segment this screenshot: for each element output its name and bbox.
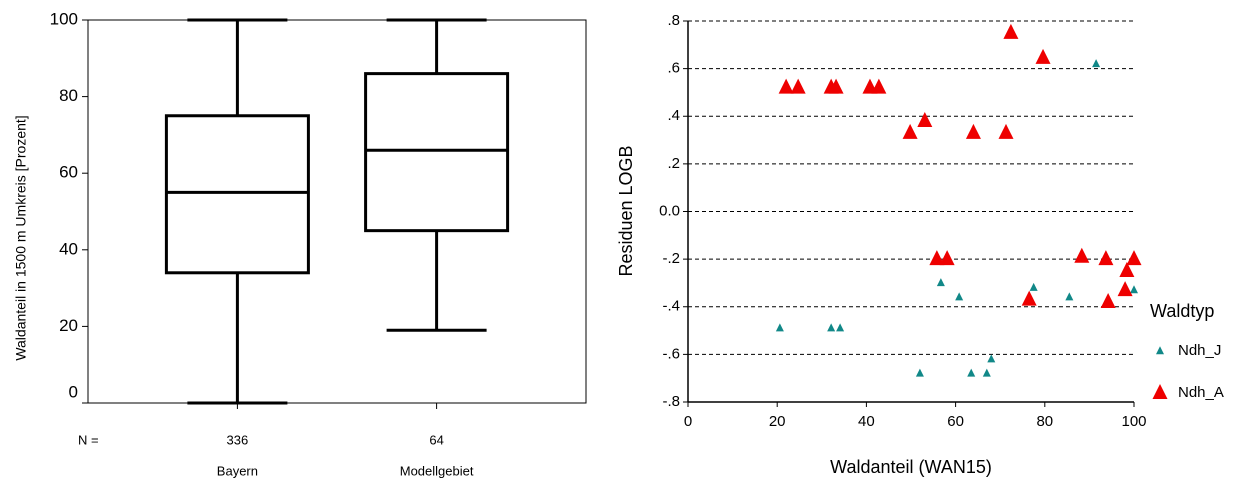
point [982,368,991,377]
point [915,368,924,377]
point [1092,59,1101,68]
point [1119,262,1135,278]
legend-label: Ndh_A [1178,384,1224,401]
point [1117,281,1133,297]
box [364,72,510,233]
point [778,78,794,94]
y-tick-label: -.2 [662,250,680,267]
legend-label: Ndh_J [1178,342,1221,359]
count-label: 336 [227,432,249,447]
point [902,123,918,139]
point [775,323,784,332]
y-tick-label: 100 [50,9,78,28]
x-axis-label: Waldanteil (WAN15) [830,457,992,477]
box [164,114,310,275]
y-tick-label: 80 [59,86,78,105]
point [965,123,981,139]
point [936,278,945,287]
point [929,250,945,266]
category-label: Bayern [217,463,258,478]
point [1130,285,1138,294]
y-tick-label: 20 [59,316,78,335]
point [836,323,845,332]
y-tick-label: 0.0 [659,202,680,219]
y-tick-label: -.4 [662,298,680,315]
y-axis-label: Waldanteil in 1500 m Umkreis [Prozent] [13,115,29,360]
point [998,123,1014,139]
point [1126,250,1142,266]
point [955,292,964,301]
plot-frame [87,19,587,404]
x-tick-label: 60 [947,413,964,430]
y-tick-label: .6 [667,60,680,77]
point [1100,292,1116,308]
point [917,112,933,128]
point [1029,282,1038,291]
y-tick-label: -.6 [662,345,680,362]
point [1098,250,1114,266]
point [987,354,996,363]
count-label: 64 [429,432,443,447]
x-tick-label: 40 [858,413,875,430]
y-tick-label: .4 [667,107,680,124]
y-tick-label: .8 [667,12,680,29]
y-tick-label: -.8 [662,393,680,410]
y-tick-label: 40 [59,239,78,258]
legend-marker [1156,346,1164,355]
y-axis-label: Residuen LOGB [616,145,636,276]
x-tick-label: 20 [769,413,786,430]
point [1035,48,1051,64]
x-tick-label: 80 [1036,413,1053,430]
y-tick-label: 60 [59,163,78,182]
point [827,323,836,332]
category-label: Modellgebiet [400,463,474,478]
y-tick-label: .2 [667,155,680,172]
point [790,78,806,94]
point [828,78,844,94]
point [871,78,887,94]
y-tick-label: 0 [69,382,78,401]
point [939,250,955,266]
x-tick-label: 0 [684,413,692,430]
legend-title: Waldtyp [1150,301,1214,321]
point [1003,23,1019,39]
n-label: N = [78,432,99,447]
point [1065,292,1074,301]
point [1021,290,1037,306]
point [1074,247,1090,263]
legend-marker [1152,384,1168,399]
point [967,368,976,377]
x-tick-label: 100 [1121,413,1146,430]
